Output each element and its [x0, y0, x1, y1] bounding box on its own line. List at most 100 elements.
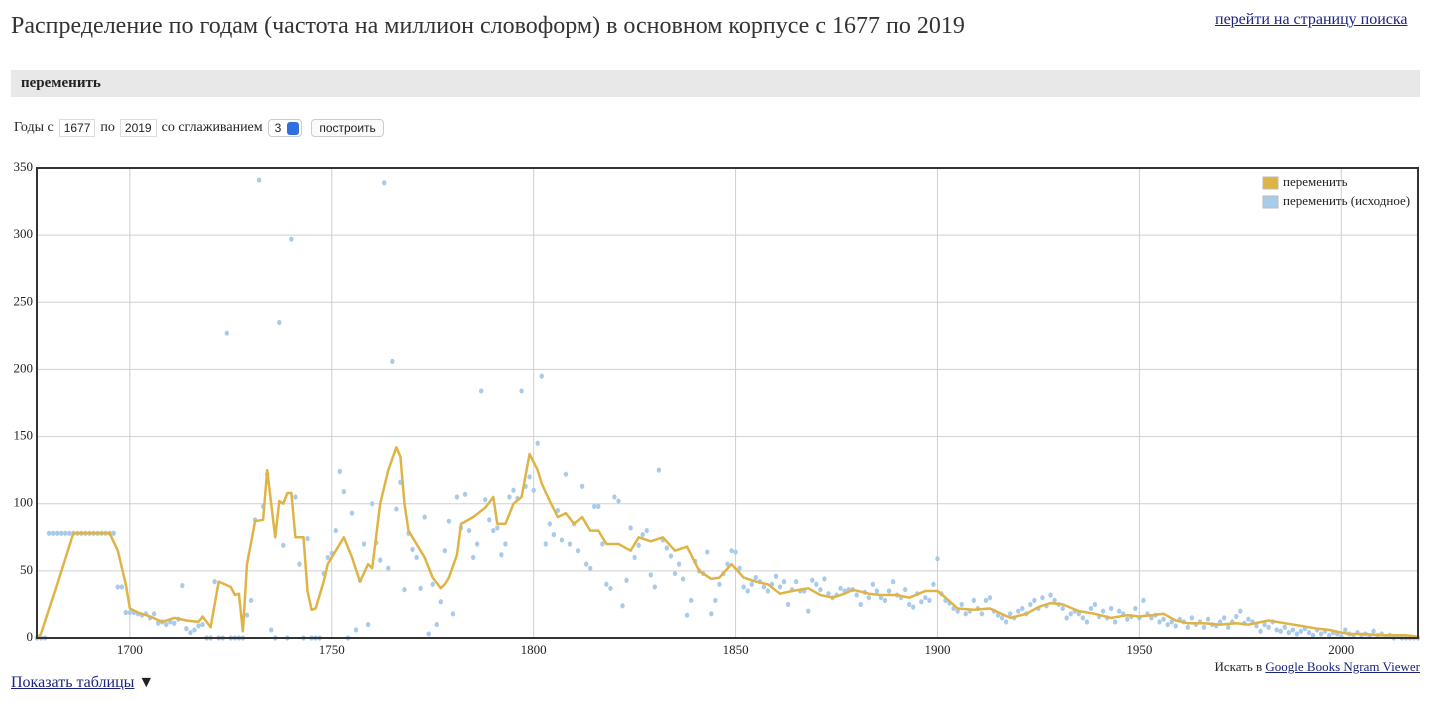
data-point: [1274, 627, 1279, 633]
data-point: [454, 494, 460, 500]
data-point: [293, 494, 298, 500]
data-point: [365, 621, 371, 628]
data-point: [1133, 605, 1138, 612]
data-point: [1028, 601, 1033, 608]
data-point: [644, 527, 649, 534]
data-point: [733, 549, 738, 555]
data-point: [911, 604, 916, 610]
data-point: [588, 565, 593, 571]
data-point: [878, 595, 884, 601]
data-point: [761, 584, 767, 590]
data-point: [54, 530, 60, 536]
data-point: [1112, 619, 1118, 625]
data-point: [450, 611, 456, 617]
show-tables: Показать таблицы ▼: [11, 674, 154, 692]
data-point: [192, 627, 197, 633]
data-point: [63, 530, 68, 536]
data-point: [378, 557, 383, 563]
x-tick-label: 1900: [924, 642, 950, 657]
data-point: [680, 576, 686, 582]
data-point: [684, 612, 690, 618]
data-point: [1201, 624, 1207, 630]
data-point: [337, 468, 343, 475]
data-point: [244, 612, 250, 618]
data-point: [325, 554, 330, 561]
data-point: [652, 584, 658, 590]
data-point: [822, 576, 827, 582]
data-point: [353, 627, 359, 633]
year-to-input[interactable]: 2019: [119, 119, 157, 137]
data-point: [551, 532, 557, 538]
data-point: [1108, 605, 1114, 612]
data-point: [1016, 608, 1021, 614]
toggle-arrow[interactable]: ▼: [138, 674, 155, 691]
data-point: [67, 530, 72, 536]
year-from-input[interactable]: 1677: [58, 119, 96, 137]
data-point: [886, 588, 892, 594]
data-point: [608, 585, 613, 591]
build-button[interactable]: построить: [311, 119, 384, 137]
data-point: [483, 497, 488, 503]
data-point: [390, 358, 395, 364]
data-point: [1185, 624, 1191, 630]
data-point: [983, 597, 989, 604]
data-point: [668, 553, 674, 559]
y-tick-label: 0: [27, 629, 34, 644]
y-tick-label: 50: [20, 562, 33, 577]
data-point: [119, 584, 124, 590]
data-point: [426, 631, 431, 637]
legend-swatch: [1262, 176, 1279, 190]
legend-swatch: [1262, 195, 1279, 209]
data-point: [446, 518, 452, 524]
data-point: [1048, 592, 1053, 598]
y-tick-label: 100: [14, 495, 34, 510]
data-point: [1282, 624, 1287, 630]
x-tick-label: 1800: [521, 642, 547, 657]
data-point: [543, 541, 548, 547]
data-point: [725, 561, 730, 567]
data-point: [1040, 595, 1045, 601]
data-point: [923, 595, 928, 601]
data-point: [410, 546, 415, 552]
data-point: [741, 584, 746, 590]
to-label: по: [100, 120, 115, 135]
data-point: [341, 489, 347, 495]
data-point: [1371, 628, 1376, 634]
data-point: [583, 561, 589, 567]
data-point: [882, 597, 888, 604]
data-point: [414, 554, 419, 561]
from-label: Годы с: [14, 120, 54, 135]
data-point: [1116, 608, 1122, 614]
data-point: [1262, 621, 1267, 628]
x-tick-label: 1750: [319, 642, 345, 657]
query: переменить: [21, 75, 101, 91]
data-point: [604, 581, 609, 587]
smoothing-select[interactable]: 3: [267, 119, 303, 137]
data-point: [596, 503, 601, 509]
data-point: [1234, 613, 1239, 620]
x-tick-label: 1950: [1126, 642, 1152, 657]
data-point: [289, 236, 294, 242]
data-point: [858, 601, 863, 608]
data-point: [1173, 623, 1178, 629]
data-point: [1084, 619, 1090, 625]
data-point: [1189, 615, 1195, 621]
data-point: [749, 581, 754, 587]
ngram-link[interactable]: Google Books Ngram Viewer: [1265, 659, 1420, 674]
data-point: [256, 177, 262, 183]
data-point: [491, 527, 496, 534]
data-point: [297, 561, 302, 567]
data-point: [46, 530, 52, 536]
data-point: [963, 611, 968, 617]
data-point: [115, 584, 120, 590]
data-point: [931, 581, 936, 587]
data-point: [555, 507, 561, 514]
search-page-link[interactable]: перейти на страницу поиска: [1215, 11, 1408, 28]
show-tables-link[interactable]: Показать таблицы: [11, 674, 135, 691]
data-point: [826, 591, 831, 597]
data-point: [1266, 624, 1271, 630]
data-point: [773, 573, 779, 579]
data-point: [442, 548, 448, 554]
data-point: [616, 498, 621, 504]
data-point: [499, 552, 504, 558]
